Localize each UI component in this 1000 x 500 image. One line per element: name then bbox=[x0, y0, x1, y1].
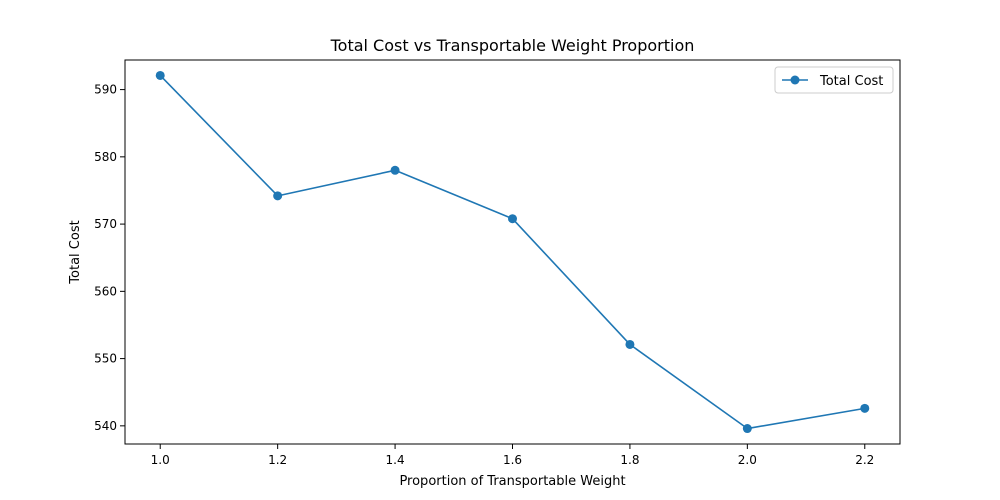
legend-marker-total-cost bbox=[790, 75, 800, 85]
y-axis-label: Total Cost bbox=[68, 220, 83, 284]
y-tick-label: 570 bbox=[94, 217, 117, 231]
data-point bbox=[390, 165, 400, 175]
data-point bbox=[508, 214, 517, 224]
x-tick-label: 1.8 bbox=[620, 453, 639, 467]
y-tick-label: 590 bbox=[94, 83, 117, 97]
x-tick-label: 1.0 bbox=[151, 453, 170, 467]
plot-frame bbox=[124, 59, 901, 445]
data-point bbox=[625, 339, 635, 349]
x-tick-label: 2.0 bbox=[738, 453, 757, 467]
legend: Total Cost bbox=[774, 66, 894, 94]
x-tick-label: 1.6 bbox=[503, 453, 522, 467]
data-point bbox=[860, 403, 870, 413]
y-axis-ticks: 540 550 560 570 580 590 bbox=[94, 83, 125, 433]
x-axis-ticks: 1.0 1.2 1.4 1.6 1.8 2.0 2.2 bbox=[151, 444, 874, 467]
data-point bbox=[155, 70, 165, 80]
data-point bbox=[273, 191, 283, 201]
legend-label-total-cost: Total Cost bbox=[819, 74, 883, 89]
x-tick-label: 1.2 bbox=[268, 453, 287, 467]
legend-box bbox=[774, 66, 894, 94]
x-axis-label: Proportion of Transportable Weight bbox=[399, 474, 625, 489]
y-tick-label: 550 bbox=[94, 352, 117, 366]
data-point bbox=[742, 424, 752, 434]
series-layer bbox=[155, 70, 870, 434]
x-tick-label: 2.2 bbox=[855, 453, 874, 467]
y-tick-label: 540 bbox=[94, 419, 117, 433]
y-tick-label: 580 bbox=[94, 150, 117, 164]
x-tick-label: 1.4 bbox=[386, 453, 405, 467]
chart-title: Total Cost vs Transportable Weight Propo… bbox=[330, 36, 695, 55]
y-tick-label: 560 bbox=[94, 284, 117, 298]
